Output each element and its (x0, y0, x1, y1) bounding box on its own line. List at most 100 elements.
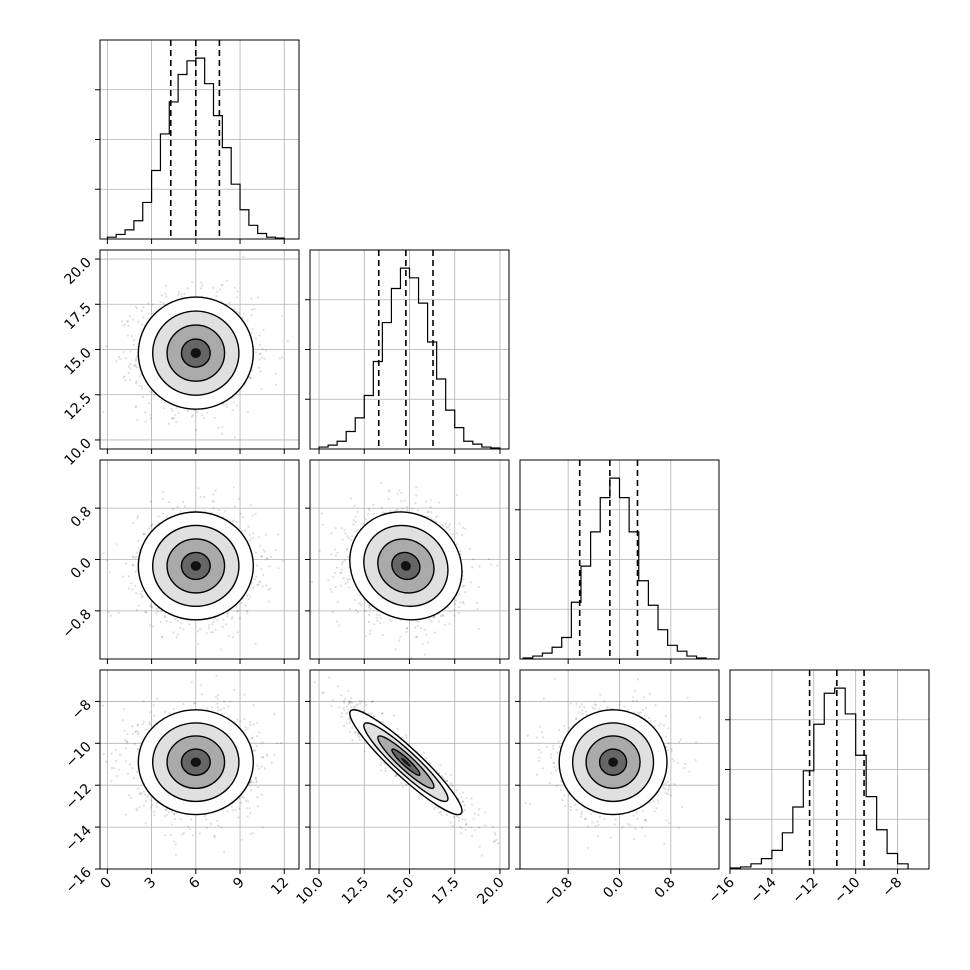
scatter-point (437, 501, 441, 504)
scatter-point (389, 509, 392, 512)
scatter-point (320, 512, 323, 515)
scatter-point (239, 512, 242, 515)
scatter-point (261, 826, 264, 829)
scatter-point (156, 610, 159, 613)
scatter-point (405, 630, 408, 633)
scatter-point (490, 563, 493, 566)
scatter-point (251, 308, 254, 311)
scatter-point (225, 279, 229, 282)
scatter-point (162, 302, 165, 305)
scatter-point (141, 722, 144, 725)
scatter-point (157, 515, 160, 518)
scatter-point (419, 627, 422, 630)
scatter-point (233, 688, 236, 692)
scatter-point (257, 583, 260, 586)
scatter-point (212, 507, 215, 510)
scatter-point (268, 565, 271, 568)
scatter-point (286, 340, 289, 343)
scatter-point (176, 619, 180, 622)
scatter-point (140, 793, 143, 796)
scatter-point (248, 540, 251, 543)
scatter-point (262, 328, 265, 331)
scatter-point (415, 486, 418, 489)
scatter-point (120, 320, 123, 323)
scatter-point (144, 411, 147, 414)
scatter-point (249, 812, 252, 815)
scatter-point (342, 577, 345, 580)
scatter-point (261, 347, 264, 350)
scatter-point (135, 551, 139, 554)
scatter-point (277, 567, 280, 570)
scatter-point (235, 521, 239, 524)
scatter-point (477, 627, 480, 630)
scatter-point (263, 357, 266, 360)
scatter-point (244, 604, 247, 607)
scatter-point (254, 551, 258, 554)
scatter-point (135, 355, 138, 358)
contour-line (151, 524, 240, 608)
scatter-point (199, 628, 202, 631)
scatter-point (105, 760, 108, 763)
scatter-point (254, 351, 258, 354)
scatter-point (164, 292, 167, 295)
scatter-point (162, 490, 165, 493)
scatter-point (206, 411, 209, 414)
scatter-point (136, 514, 139, 518)
scatter-point (159, 620, 162, 623)
scatter-point (118, 768, 121, 771)
scatter-point (372, 503, 375, 506)
scatter-point (165, 620, 168, 623)
scatter-point (127, 587, 130, 590)
scatter-point (274, 549, 277, 552)
scatter-point (380, 506, 383, 509)
scatter-point (258, 581, 261, 584)
scatter-point (254, 337, 257, 340)
scatter-point (164, 616, 167, 619)
density-fill (190, 348, 201, 359)
scatter-point (231, 809, 234, 812)
scatter-point (235, 610, 238, 613)
scatter-point (117, 611, 120, 614)
scatter-point (453, 609, 456, 612)
scatter-point (341, 562, 344, 565)
scatter-point (183, 292, 186, 295)
scatter-point (151, 523, 154, 526)
scatter-point (213, 416, 216, 419)
scatter-point (430, 620, 433, 623)
scatter-point (160, 610, 163, 613)
scatter-point (208, 623, 211, 626)
scatter-point (369, 629, 372, 632)
scatter-point (223, 700, 226, 703)
scatter-point (262, 573, 265, 576)
scatter-point (340, 568, 343, 571)
scatter-point (321, 523, 324, 526)
scatter-point (102, 552, 105, 555)
scatter-point (361, 522, 364, 525)
scatter-point (171, 417, 174, 420)
x-tick-label: −12 (789, 875, 821, 907)
scatter-point (165, 295, 168, 298)
scatter-point (238, 617, 242, 620)
scatter-point (186, 287, 189, 290)
scatter-point (260, 765, 263, 768)
scatter-point (430, 517, 433, 520)
scatter-point (191, 413, 194, 417)
scatter-point (215, 674, 218, 677)
scatter-point (249, 595, 252, 598)
scatter-point (248, 375, 251, 379)
scatter-point (142, 532, 145, 536)
scatter-point (349, 539, 352, 542)
scatter-point (398, 639, 401, 642)
scatter-point (260, 567, 263, 571)
contour-line (377, 538, 435, 594)
scatter-point (132, 564, 135, 567)
scatter-point (400, 491, 403, 494)
scatter-point (203, 495, 206, 499)
scatter-point (246, 815, 249, 818)
scatter-point (147, 302, 150, 305)
scatter-point (462, 526, 465, 529)
scatter-point (163, 710, 167, 714)
scatter-point (142, 316, 145, 319)
scatter-point (417, 620, 420, 623)
scatter-point (115, 360, 118, 363)
